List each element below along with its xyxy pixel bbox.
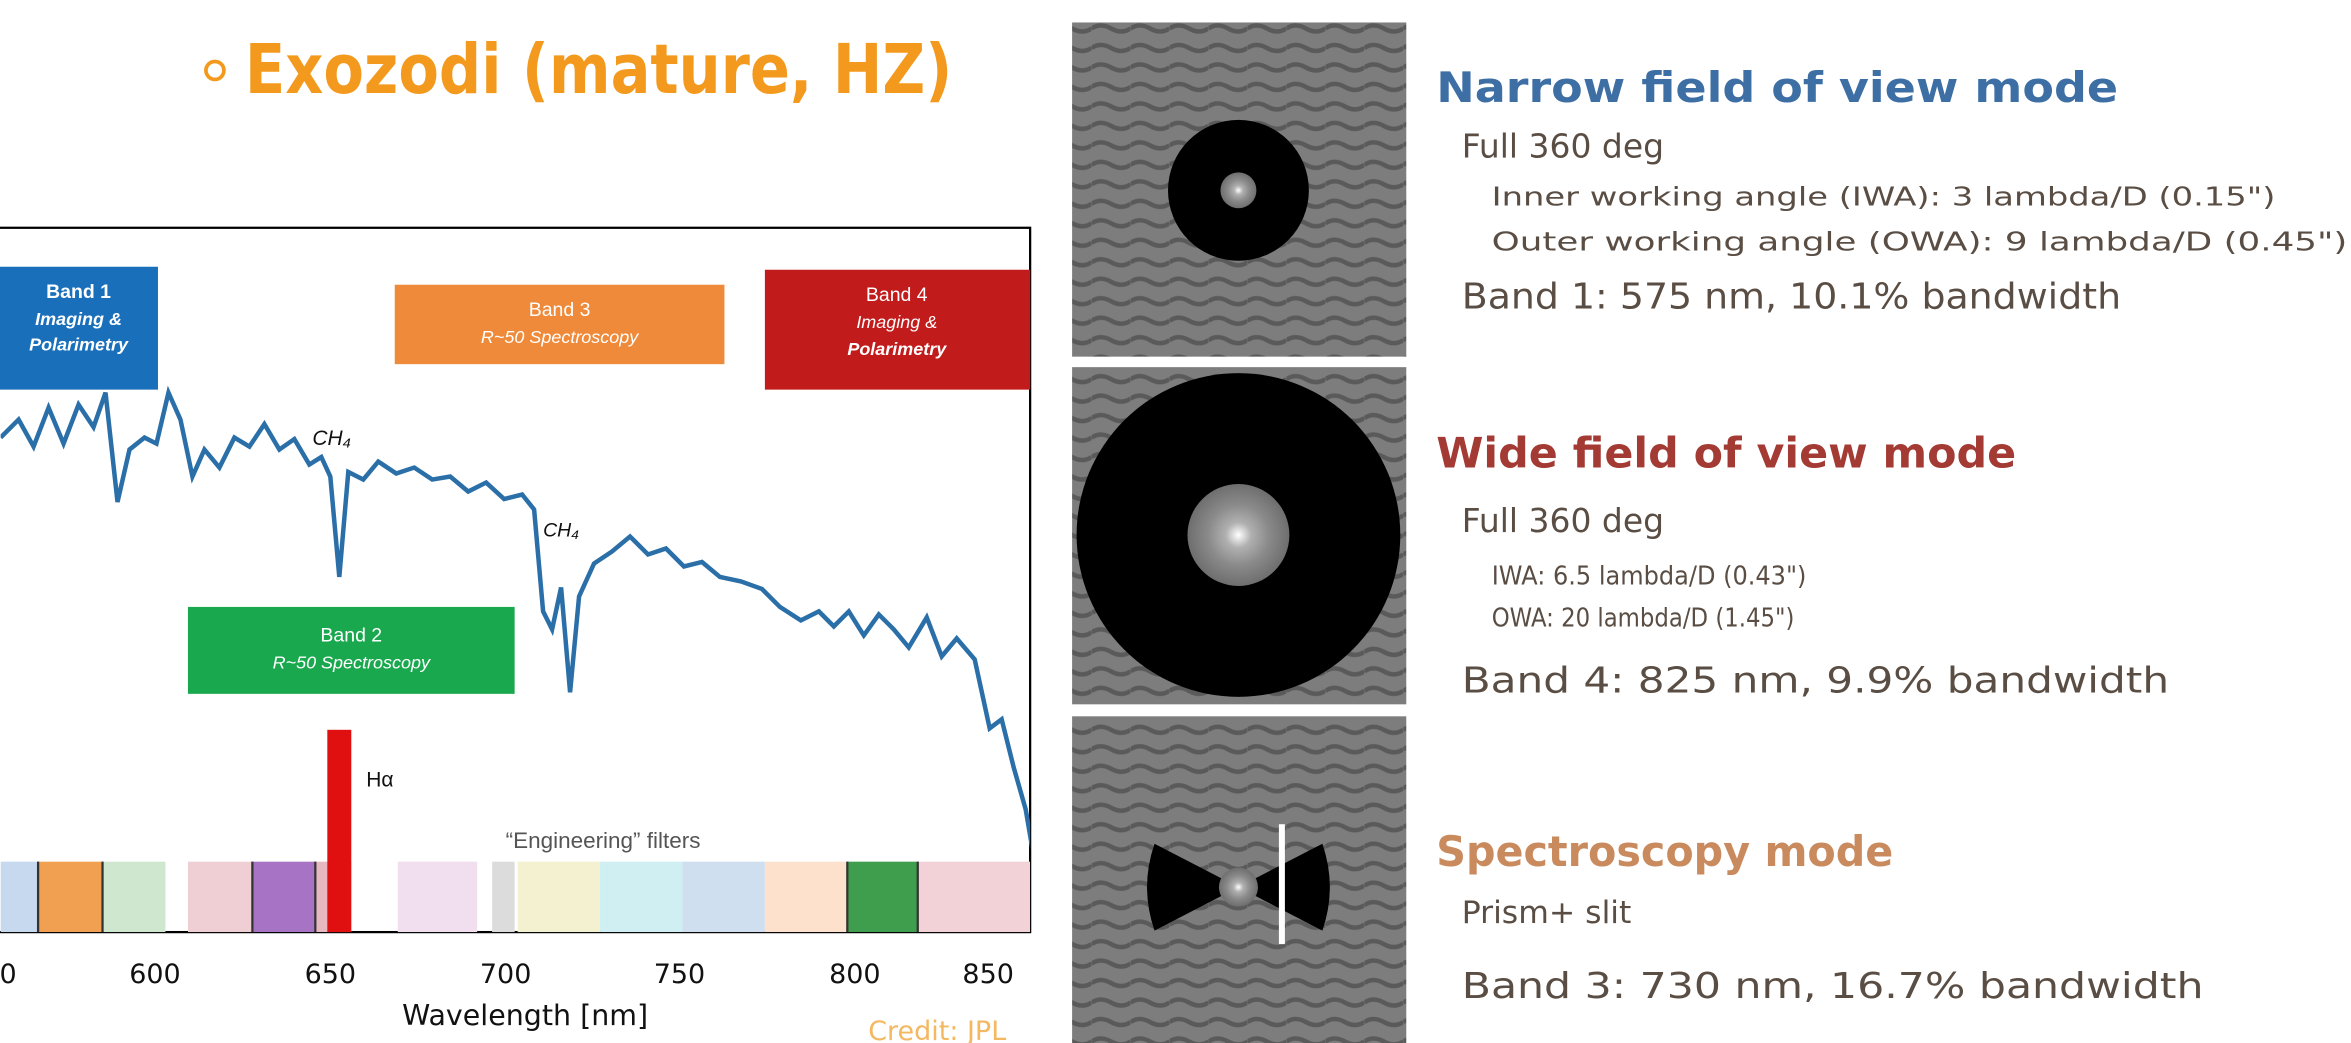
mode-line: Full 360 deg bbox=[1462, 501, 1664, 540]
page: {"header": {"bullet": "Exozodi (mature, … bbox=[0, 0, 2351, 1043]
x-tick-label: 700 bbox=[480, 959, 531, 990]
filter bbox=[918, 862, 1030, 932]
band-text: R~50 Spectroscopy bbox=[273, 652, 431, 672]
bullet-text: Exozodi (mature, HZ) bbox=[245, 30, 952, 110]
filter bbox=[847, 862, 917, 932]
filter bbox=[682, 862, 764, 932]
filter bbox=[600, 862, 682, 932]
band-text: Polarimetry bbox=[847, 339, 947, 359]
mode-detail: Inner working angle (IWA): 3 lambda/D (0… bbox=[1492, 182, 2276, 212]
h-alpha-bar bbox=[327, 730, 351, 932]
band-text: R~50 Spectroscopy bbox=[481, 327, 639, 347]
psf-core bbox=[1187, 484, 1289, 586]
filter bbox=[492, 862, 514, 932]
filter bbox=[765, 862, 847, 932]
mode-band: Band 3: 730 nm, 16.7% bandwidth bbox=[1462, 966, 2204, 1007]
credit: Credit: JPL bbox=[868, 1016, 1006, 1043]
filter bbox=[398, 862, 477, 932]
mode-band: Band 1: 575 nm, 10.1% bandwidth bbox=[1462, 277, 2121, 318]
annotation: Hα bbox=[366, 769, 393, 792]
modes: Narrow field of view mode Full 360 deg I… bbox=[1436, 63, 2347, 1007]
filter bbox=[188, 862, 252, 932]
annotation: CH₄ bbox=[312, 427, 351, 450]
filter bbox=[103, 862, 166, 932]
band-text: Imaging & bbox=[856, 312, 937, 332]
band-text: Polarimetry bbox=[29, 335, 129, 355]
annotation: CH₄ bbox=[543, 519, 579, 541]
mode-title: Narrow field of view mode bbox=[1436, 63, 2118, 112]
annotation: “Engineering” filters bbox=[506, 828, 701, 853]
bullet bbox=[206, 61, 224, 79]
filter bbox=[518, 862, 600, 932]
filter bbox=[38, 862, 102, 932]
spectrum-figure: Band 1 Imaging & Polarimetry Band 3 R~50… bbox=[0, 228, 1035, 1043]
mode-detail: OWA: 20 lambda/D (1.45") bbox=[1492, 603, 1795, 633]
filter bbox=[1, 862, 38, 932]
band-box bbox=[188, 607, 515, 694]
slit bbox=[1279, 824, 1285, 944]
x-tick-label: 600 bbox=[129, 959, 180, 990]
band-title: Band 4 bbox=[866, 284, 928, 306]
mode-line: Full 360 deg bbox=[1462, 126, 1664, 165]
psf-core bbox=[1220, 172, 1256, 208]
band-text: Imaging & bbox=[35, 309, 122, 329]
slide: Exozodi (mature, HZ) Band 1 Imaging & Po… bbox=[0, 0, 2351, 1043]
mask-panels bbox=[1072, 22, 1406, 1043]
x-tick-label: 0 bbox=[0, 959, 17, 990]
x-tick-label: 750 bbox=[654, 959, 705, 990]
x-tick-label: 650 bbox=[305, 959, 356, 990]
filter bbox=[252, 862, 315, 932]
mode-title: Spectroscopy mode bbox=[1436, 827, 1893, 876]
x-axis-label: Wavelength [nm] bbox=[402, 999, 648, 1032]
band-title: Band 2 bbox=[320, 624, 382, 646]
x-axis: 0 600 650 700 750 800 850 bbox=[0, 959, 1014, 990]
band-title: Band 3 bbox=[529, 299, 591, 321]
mode-detail: IWA: 6.5 lambda/D (0.43") bbox=[1492, 561, 1807, 591]
x-tick-label: 800 bbox=[829, 959, 880, 990]
mode-title: Wide field of view mode bbox=[1436, 429, 2016, 478]
mode-band: Band 4: 825 nm, 9.9% bandwidth bbox=[1462, 660, 2169, 701]
band-title: Band 1 bbox=[46, 281, 111, 303]
mode-detail: Outer working angle (OWA): 9 lambda/D (0… bbox=[1492, 227, 2348, 257]
x-tick-label: 850 bbox=[962, 959, 1013, 990]
psf-core bbox=[1219, 868, 1258, 907]
mode-line: Prism+ slit bbox=[1462, 895, 1632, 931]
band-box bbox=[395, 285, 725, 364]
